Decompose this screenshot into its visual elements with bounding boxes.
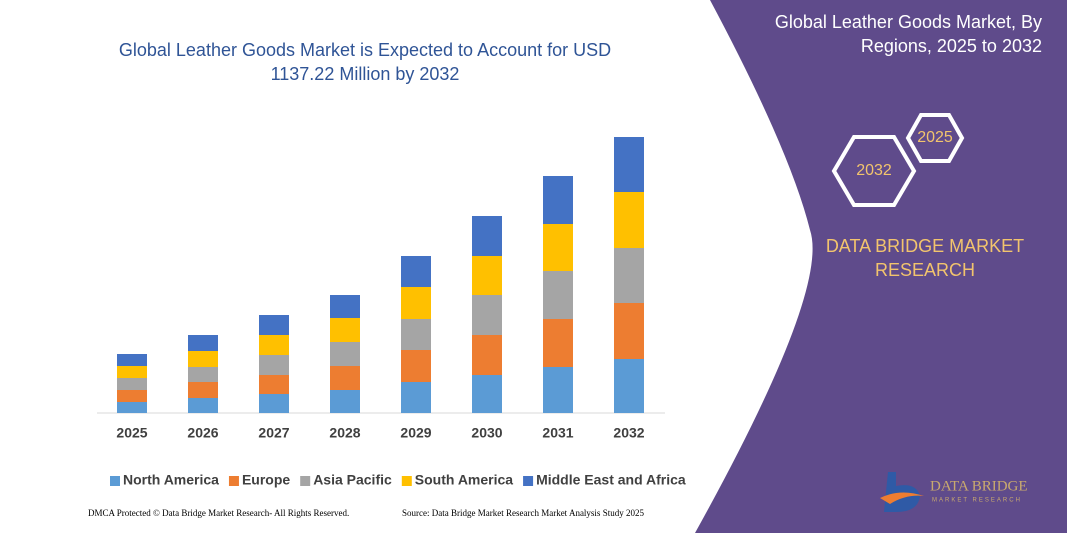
bar-segment	[543, 176, 573, 224]
footer-left: DMCA Protected © Data Bridge Market Rese…	[88, 508, 349, 518]
bar-segment	[401, 350, 431, 382]
hexagon	[905, 113, 965, 163]
bar-segment	[614, 248, 644, 303]
x-tick-label: 2031	[542, 425, 573, 441]
bar-segment	[614, 137, 644, 192]
bar-segment	[117, 390, 147, 402]
x-tick-label: 2032	[613, 425, 644, 441]
x-tick-label: 2026	[187, 425, 218, 441]
bar-segment	[330, 390, 360, 413]
bar-segment	[401, 287, 431, 319]
bar-segment	[472, 335, 502, 375]
bar-segment	[543, 271, 573, 319]
bar-segment	[117, 402, 147, 413]
legend-label: North America	[123, 472, 219, 488]
bar-segment	[401, 319, 431, 350]
bar-segment	[472, 216, 502, 256]
bar-segment	[614, 359, 644, 413]
legend-marker	[300, 476, 311, 486]
bar-segment	[259, 335, 289, 355]
bar-segment	[188, 398, 218, 413]
bar-segment	[259, 355, 289, 375]
bar-segment	[543, 319, 573, 367]
legend-marker	[401, 476, 412, 486]
bar-segment	[117, 354, 147, 366]
bar-segment	[543, 224, 573, 271]
logo: DATA BRIDGE MARKET RESEARCH	[880, 472, 1028, 512]
bar-segment	[472, 295, 502, 335]
hexagon	[831, 135, 917, 207]
bar-segment	[330, 295, 360, 318]
bar-segment	[472, 256, 502, 295]
x-tick-label: 2028	[329, 425, 360, 441]
bar-segment	[614, 303, 644, 359]
logo-tagline: MARKET RESEARCH	[932, 498, 1022, 504]
bar-segment	[117, 366, 147, 378]
bar-segment	[188, 351, 218, 367]
bar-segment	[401, 382, 431, 413]
bar-segment	[330, 366, 360, 390]
hex-label: 2025	[917, 129, 953, 146]
hex-label: 2032	[856, 162, 892, 179]
legend-label: Europe	[242, 472, 290, 488]
x-tick-label: 2029	[400, 425, 431, 441]
bar-segment	[188, 382, 218, 398]
legend-marker	[523, 476, 534, 486]
legend-marker	[228, 476, 239, 486]
legend-label: Asia Pacific	[313, 472, 392, 488]
bar-segment	[188, 335, 218, 351]
bar-segment	[330, 318, 360, 342]
chart-title: Global Leather Goods Market is Expected …	[118, 40, 612, 84]
legend-label: Middle East and Africa	[536, 472, 686, 488]
logo-name: DATA BRIDGE	[930, 478, 1028, 494]
panel-title: Global Leather Goods Market, By Regions,…	[774, 12, 1042, 56]
logo-mark	[880, 492, 924, 504]
footer-right: Source: Data Bridge Market Research Mark…	[402, 508, 644, 518]
bar-segment	[117, 378, 147, 390]
brand-text: DATA BRIDGE MARKET RESEARCH	[825, 236, 1025, 280]
x-tick-label: 2027	[258, 425, 289, 441]
bar-segment	[401, 256, 431, 287]
side-panel	[695, 0, 1067, 533]
bar-segment	[472, 375, 502, 413]
bar-segment	[330, 342, 360, 366]
bar-segment	[543, 367, 573, 413]
x-tick-label: 2030	[471, 425, 502, 441]
bar-segment	[614, 192, 644, 248]
bar-segment	[188, 367, 218, 382]
legend-label: South America	[415, 472, 513, 488]
legend-marker	[110, 476, 120, 486]
bar-segment	[259, 375, 289, 394]
bar-segment	[259, 315, 289, 335]
bar-segment	[259, 394, 289, 413]
x-tick-label: 2025	[116, 425, 147, 441]
